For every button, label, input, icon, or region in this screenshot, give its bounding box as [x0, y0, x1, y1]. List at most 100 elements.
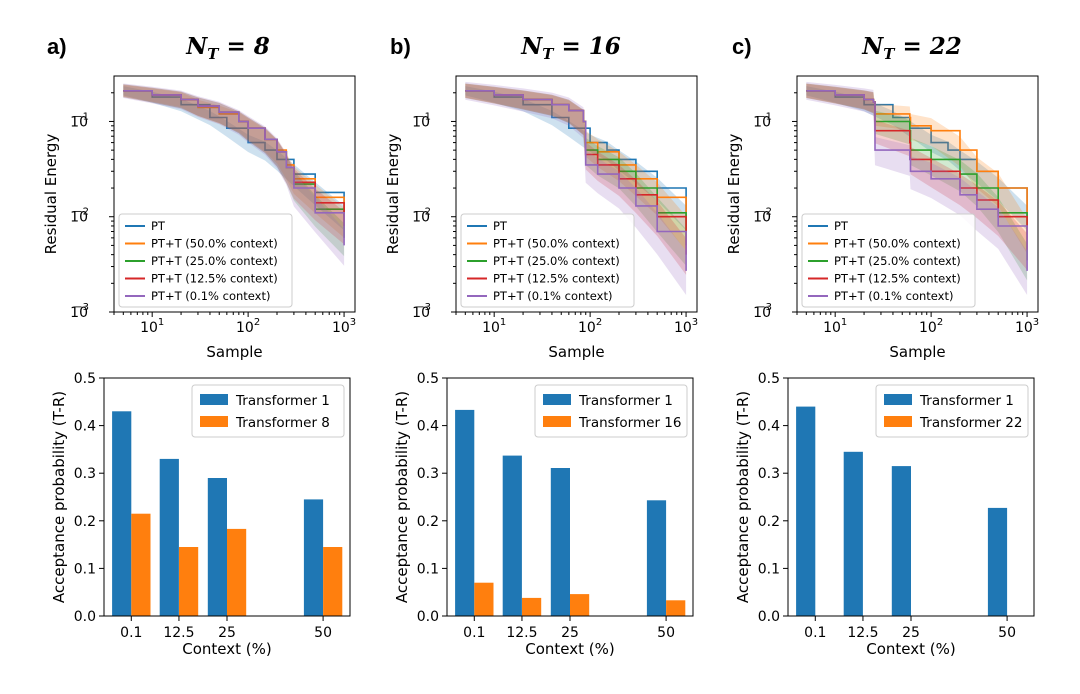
- bar: [666, 600, 686, 616]
- legend-label: PT+T (0.1% context): [834, 289, 953, 303]
- x-axis-label: Context (%): [525, 640, 615, 658]
- series-band: [465, 86, 687, 231]
- x-tick-label: 12.5: [847, 625, 878, 641]
- tick-base: 10: [753, 305, 771, 321]
- series-band: [465, 83, 687, 251]
- tick-exponent: −2: [74, 207, 89, 218]
- legend-swatch: [884, 416, 912, 427]
- y-tick-label: 10−1: [70, 111, 89, 130]
- series-band: [806, 83, 1028, 281]
- legend-label: PT+T (50.0% context): [493, 237, 620, 251]
- x-tick-label: 25: [218, 625, 236, 641]
- x-tick-label: 102: [919, 317, 943, 336]
- tick-base: 10: [482, 320, 500, 336]
- legend-label: Transformer 1: [578, 393, 673, 409]
- bar: [843, 451, 863, 616]
- y-tick-label: 0.4: [74, 419, 96, 435]
- y-axis-label: Residual Energy: [384, 134, 402, 255]
- panel-letter: c): [732, 34, 752, 59]
- legend-box: [875, 384, 1029, 438]
- y-tick-label: 10−3: [412, 302, 431, 321]
- y-tick-label: 0.3: [417, 466, 439, 482]
- tick-exponent: 3: [350, 317, 356, 328]
- tick-exponent: −1: [757, 111, 772, 122]
- tick-base: 10: [753, 210, 771, 226]
- tick-base: 10: [332, 320, 350, 336]
- bar-chart-1: 0.1 12.5 25 50 0.0 0.1 0.2 0.3 0.4 0.5 Context (%)…: [50, 371, 351, 658]
- bar-chart-3: 0.1 12.5 25 50 0.0 0.1 0.2 0.3 0.4 0.5 Context (%)…: [734, 371, 1035, 658]
- tick-base: 10: [236, 320, 254, 336]
- tick-exponent: −3: [74, 302, 89, 313]
- x-axis-label: Sample: [889, 343, 945, 361]
- title-subscript: T: [542, 45, 555, 63]
- tick-exponent: −1: [74, 111, 89, 122]
- x-tick-label: 50: [657, 625, 675, 641]
- legend-label: PT: [834, 219, 849, 233]
- tick-base: 10: [70, 210, 88, 226]
- legend: PT PT+T (50.0% context) PT+T (25.0% contex…: [801, 213, 976, 308]
- series-band: [123, 86, 345, 231]
- x-tick-label: 103: [332, 317, 356, 336]
- bar: [474, 582, 494, 616]
- tick-base: 10: [412, 305, 430, 321]
- bar: [502, 455, 522, 616]
- tick-base: 10: [674, 320, 692, 336]
- legend-label: PT+T (12.5% context): [834, 272, 961, 286]
- y-tick-label: 10−2: [753, 207, 772, 226]
- series-band: [465, 81, 687, 296]
- x-tick-label: 103: [674, 317, 698, 336]
- tick-exponent: 3: [1033, 317, 1039, 328]
- y-tick-label: 10−1: [753, 111, 772, 130]
- bar: [455, 409, 475, 616]
- legend-box: [118, 213, 293, 308]
- y-axis-label: Residual Energy: [42, 134, 60, 255]
- x-axis-label: Context (%): [182, 640, 272, 658]
- tick-base: 10: [412, 114, 430, 130]
- tick-exponent: 1: [500, 317, 506, 328]
- title-main: N: [861, 33, 884, 60]
- tick-exponent: −2: [757, 207, 772, 218]
- plot-frame: [455, 75, 698, 313]
- y-tick-label: 0.4: [758, 419, 780, 435]
- y-axis-label: Acceptance probability (T-R): [393, 391, 411, 603]
- series-band: [123, 85, 345, 238]
- legend: Transformer 1 Transformer 22: [875, 384, 1029, 438]
- legend: Transformer 1 Transformer 16: [534, 384, 688, 438]
- bar: [159, 458, 179, 616]
- y-tick-label: 0.3: [74, 466, 96, 482]
- y-tick-label: 0.5: [74, 371, 96, 387]
- tick-base: 10: [70, 305, 88, 321]
- series-line: [465, 90, 687, 271]
- series-band: [806, 86, 1028, 231]
- series-band: [806, 83, 1028, 254]
- legend-box: [191, 384, 345, 438]
- tick-base: 10: [578, 320, 596, 336]
- y-tick-label: 10−3: [70, 302, 89, 321]
- x-tick-label: 0.1: [120, 625, 142, 641]
- x-tick-label: 12.5: [506, 625, 537, 641]
- legend-box: [460, 213, 635, 308]
- legend-label: Transformer 22: [919, 415, 1022, 431]
- legend-swatch: [884, 394, 912, 405]
- bar: [112, 411, 132, 616]
- y-axis-label: Acceptance probability (T-R): [734, 391, 752, 603]
- legend-box: [534, 384, 688, 438]
- bar: [570, 594, 590, 616]
- tick-exponent: −1: [416, 111, 431, 122]
- legend-label: Transformer 1: [919, 393, 1014, 409]
- y-tick-label: 0.2: [417, 514, 439, 530]
- legend: Transformer 1 Transformer 8: [191, 384, 345, 438]
- series-band: [806, 81, 1028, 296]
- tick-base: 10: [412, 210, 430, 226]
- y-tick-label: 10−3: [753, 302, 772, 321]
- tick-base: 10: [140, 320, 158, 336]
- tick-exponent: 3: [692, 317, 698, 328]
- title-main: N: [520, 33, 543, 60]
- y-tick-label: 0.5: [758, 371, 780, 387]
- y-tick-label: 0.0: [417, 609, 439, 625]
- legend-label: Transformer 8: [235, 415, 330, 431]
- x-tick-label: 102: [578, 317, 602, 336]
- tick-exponent: −3: [757, 302, 772, 313]
